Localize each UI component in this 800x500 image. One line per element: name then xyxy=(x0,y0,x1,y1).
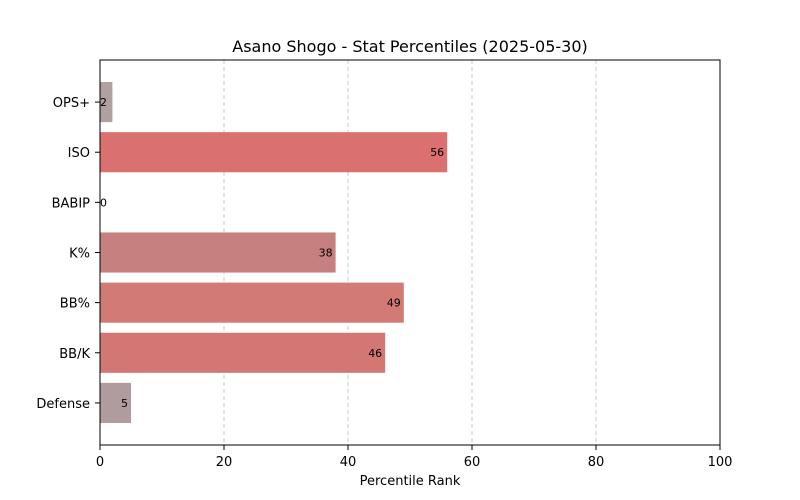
bar-ops- xyxy=(100,82,113,123)
x-axis-label: Percentile Rank xyxy=(360,474,461,489)
bar-defense xyxy=(100,382,131,423)
x-tick-label: 60 xyxy=(464,455,481,470)
data-label: 5 xyxy=(121,397,128,410)
data-label: 49 xyxy=(387,297,401,310)
chart-title: Asano Shogo - Stat Percentiles (2025-05-… xyxy=(232,37,588,56)
x-tick-label: 100 xyxy=(708,455,733,470)
data-label: 56 xyxy=(430,146,444,159)
y-tick-label: Defense xyxy=(36,397,90,412)
y-axis: OPS+ ISO BABIP K% BB% BB/K Defense xyxy=(36,96,100,412)
data-label: 2 xyxy=(100,96,107,109)
y-tick-label: BABIP xyxy=(52,196,91,211)
y-tick-label: ISO xyxy=(68,146,90,161)
x-axis: 0 20 40 60 80 100 xyxy=(96,445,733,470)
bar-bb- xyxy=(100,282,404,323)
data-label: 46 xyxy=(368,347,382,360)
bar-iso xyxy=(100,132,448,173)
x-tick-label: 20 xyxy=(216,455,233,470)
x-tick-label: 40 xyxy=(340,455,357,470)
x-tick-label: 0 xyxy=(96,455,104,470)
bar-bb-k xyxy=(100,332,386,373)
y-tick-label: OPS+ xyxy=(53,96,90,111)
x-tick-label: 80 xyxy=(588,455,605,470)
y-tick-label: K% xyxy=(69,247,90,262)
data-label: 0 xyxy=(100,196,107,209)
y-tick-label: BB/K xyxy=(59,347,90,362)
bar-k- xyxy=(100,232,336,273)
y-tick-label: BB% xyxy=(60,297,90,312)
data-label: 38 xyxy=(319,247,333,260)
bars: 2 56 0 38 49 46 5 xyxy=(100,82,448,423)
